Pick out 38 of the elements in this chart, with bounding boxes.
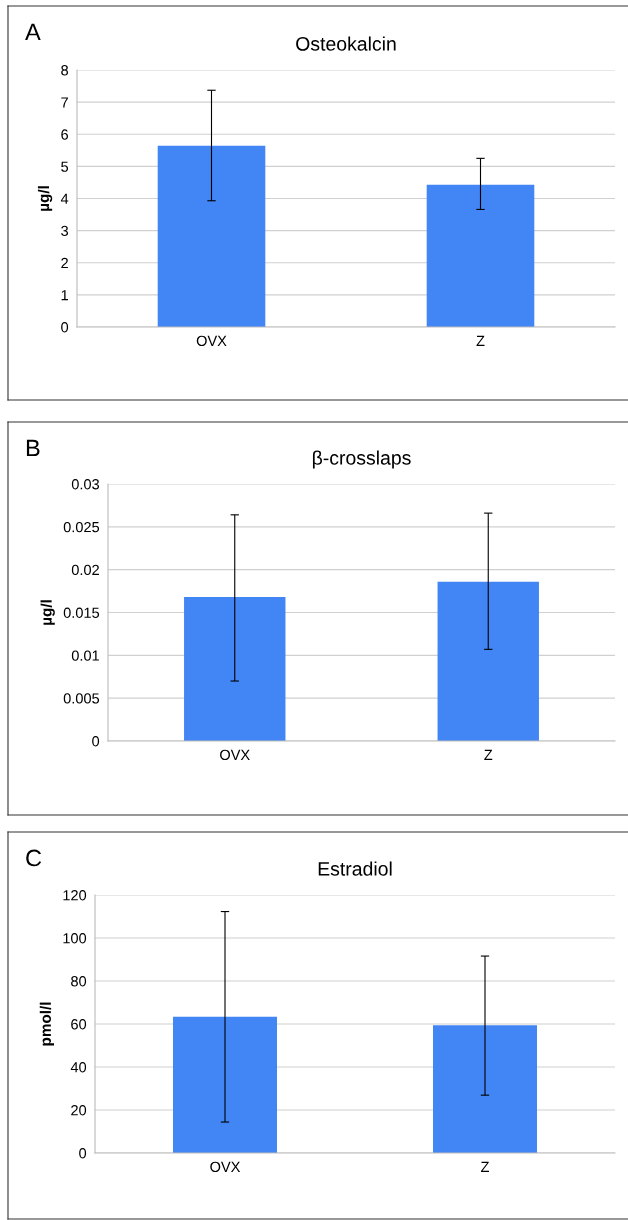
y-tick-label: 0.03 <box>71 479 100 490</box>
y-tick-label: 7 <box>61 97 68 108</box>
x-tick-label: Z <box>484 749 493 760</box>
y-tick-label: 100 <box>63 933 87 944</box>
x-tick-label: OVX <box>196 335 227 347</box>
x-tick-label: OVX <box>220 749 250 761</box>
y-axis-title: µg/l <box>37 186 53 211</box>
y-axis-title: µg/l <box>40 600 55 625</box>
y-tick-label: 0.015 <box>63 607 100 618</box>
y-tick-label: 8 <box>61 65 69 76</box>
y-tick-label: 40 <box>70 1062 87 1073</box>
y-tick-label: 60 <box>71 1019 87 1030</box>
chart-title: Estradiol <box>318 861 392 876</box>
y-tick-label: 0.02 <box>71 564 99 576</box>
y-axis-title: pmol/l <box>39 1002 54 1046</box>
y-tick-label: 0 <box>92 736 100 747</box>
text: B <box>26 439 40 457</box>
y-tick-label: 0.025 <box>63 521 100 533</box>
y-tick-label: 0.005 <box>63 693 100 704</box>
y-tick-label: 5 <box>61 161 69 172</box>
chart-title: β-crosslaps <box>312 450 411 469</box>
text: C <box>26 849 42 867</box>
y-tick-label: 80 <box>71 976 87 987</box>
y-tick-label: 2 <box>61 257 68 269</box>
x-tick-label: OVX <box>210 1161 241 1173</box>
x-tick-label: Z <box>476 335 485 346</box>
y-tick-label: 1 <box>61 290 68 301</box>
text: A <box>25 23 41 41</box>
y-tick-label: 4 <box>60 193 69 204</box>
y-tick-label: 3 <box>61 225 69 237</box>
y-tick-label: 6 <box>61 129 69 140</box>
y-tick-label: 20 <box>71 1105 87 1116</box>
y-tick-label: 0.01 <box>71 650 99 661</box>
y-tick-label: 0 <box>61 322 69 333</box>
x-tick-label: Z <box>481 1161 489 1172</box>
y-tick-label: 120 <box>63 890 87 901</box>
y-tick-label: 0 <box>79 1148 87 1159</box>
chart-title: Osteokalcin <box>296 36 396 51</box>
